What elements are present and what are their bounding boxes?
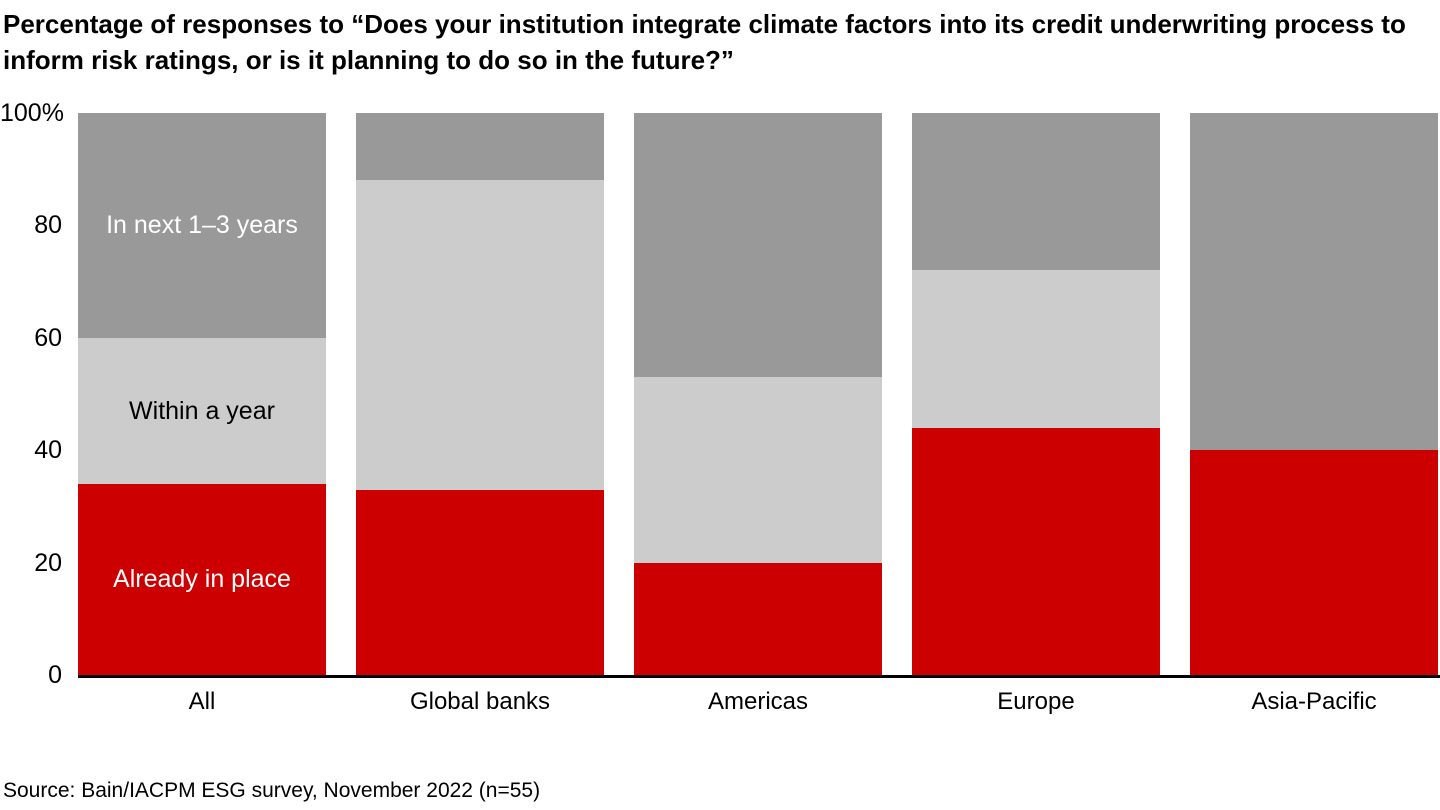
- bar-all: In next 1–3 years Within a year Already in…: [78, 113, 326, 675]
- y-axis-tick-label-0: 0: [48, 661, 62, 689]
- segment-in-next-1-3-years: [634, 113, 882, 378]
- segment-label-already-in-place: Already in place: [113, 565, 291, 594]
- segment-already-in-place: [912, 427, 1160, 675]
- bar-global-banks: [356, 113, 604, 675]
- bar-europe: [912, 113, 1160, 675]
- x-axis-labels: All Global banks Americas Europe Asia-Pacifi…: [78, 688, 1438, 716]
- bars-container: In next 1–3 years Within a year Already in…: [78, 113, 1438, 675]
- plot-area: 0 20 40 60 80 100% In next 1–3 years Within a …: [0, 99, 1440, 689]
- segment-in-next-1-3-years: In next 1–3 years: [78, 113, 326, 338]
- bar-asia-pacific: [1190, 113, 1438, 675]
- bar-americas: [634, 113, 882, 675]
- segment-within-a-year: [356, 180, 604, 490]
- segment-in-next-1-3-years: [1190, 113, 1438, 451]
- x-axis-label-global-banks: Global banks: [409, 688, 551, 715]
- x-axis-label-europe: Europe: [997, 688, 1075, 715]
- x-axis-label-all: All: [188, 688, 216, 715]
- segment-in-next-1-3-years: [912, 113, 1160, 271]
- segment-already-in-place: Already in place: [78, 483, 326, 675]
- y-axis-tick-label-80: 80: [34, 211, 62, 240]
- x-axis-label-asia-pacific: Asia-Pacific: [1251, 688, 1377, 715]
- segment-already-in-place: [634, 562, 882, 675]
- y-axis-tick-label-20: 20: [34, 548, 62, 577]
- segment-in-next-1-3-years: [356, 113, 604, 181]
- chart-title: Percentage of responses to “Does your in…: [3, 9, 1406, 75]
- y-axis-tick-label-100: 100%: [0, 99, 64, 127]
- segment-label-in-next-1-3-years: In next 1–3 years: [106, 211, 298, 240]
- x-axis-line: [78, 675, 1440, 678]
- segment-already-in-place: [356, 489, 604, 675]
- segment-within-a-year: Within a year: [78, 337, 326, 484]
- source-note: Source: Bain/IACPM ESG survey, November …: [3, 779, 541, 802]
- segment-label-within-a-year: Within a year: [129, 396, 275, 425]
- segment-within-a-year: [912, 270, 1160, 428]
- y-axis: 0 20 40 60 80 100%: [0, 99, 64, 689]
- y-axis-tick-label-40: 40: [34, 436, 62, 465]
- x-axis-label-americas: Americas: [707, 688, 809, 715]
- segment-already-in-place: [1190, 450, 1438, 675]
- y-axis-tick-label-60: 60: [34, 323, 62, 352]
- segment-within-a-year: [634, 377, 882, 563]
